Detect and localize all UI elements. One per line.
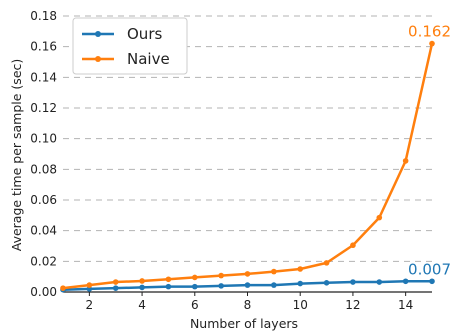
data-point-ours xyxy=(218,283,224,289)
legend: Ours Naive xyxy=(72,17,188,75)
data-point-naive xyxy=(165,276,172,283)
y-tick-label: 0.06 xyxy=(30,193,57,207)
data-point-naive xyxy=(376,214,383,221)
data-point-ours xyxy=(350,279,356,285)
data-point-ours xyxy=(429,278,435,285)
x-tick-label: 10 xyxy=(293,298,308,312)
data-point-ours xyxy=(297,280,304,287)
end-labels: 0.007 0.162 xyxy=(408,23,451,279)
y-axis-label: Average time per sample (sec) xyxy=(9,59,24,252)
data-point-naive xyxy=(218,272,224,279)
series-ours xyxy=(60,278,435,293)
series-naive xyxy=(60,40,435,291)
data-point-ours xyxy=(112,285,119,291)
y-tick-label: 0.08 xyxy=(30,162,57,176)
data-point-ours xyxy=(323,280,330,286)
data-point-ours xyxy=(165,283,172,290)
x-tick-label: 6 xyxy=(191,298,199,312)
data-point-ours xyxy=(139,284,145,291)
data-point-naive xyxy=(350,242,356,249)
axes xyxy=(63,291,432,296)
x-tick-label: 8 xyxy=(244,298,252,312)
data-point-naive xyxy=(60,285,66,291)
legend-label-naive: Naive xyxy=(127,50,170,68)
end-label-naive: 0.162 xyxy=(408,23,451,41)
legend-entry-naive: Naive xyxy=(82,50,170,68)
data-point-naive xyxy=(86,282,93,288)
y-tick-label: 0.02 xyxy=(30,254,57,268)
y-tick-label: 0.16 xyxy=(30,40,57,54)
x-tick-label: 4 xyxy=(138,298,146,312)
end-label-ours: 0.007 xyxy=(408,260,451,278)
data-point-naive xyxy=(429,40,435,47)
x-tick-label: 2 xyxy=(86,298,94,312)
data-point-naive xyxy=(244,271,251,277)
x-tick-label: 14 xyxy=(398,298,413,312)
y-tick-label: 0.10 xyxy=(30,132,57,146)
data-point-ours xyxy=(376,279,383,285)
series-lines xyxy=(60,40,435,293)
data-point-ours xyxy=(402,278,409,285)
y-tick-label: 0.00 xyxy=(30,285,57,299)
y-tick-label: 0.14 xyxy=(30,70,57,84)
y-tick-label: 0.18 xyxy=(30,9,57,23)
data-point-naive xyxy=(139,278,145,284)
data-point-naive xyxy=(271,268,277,275)
y-tick-label: 0.04 xyxy=(30,224,57,238)
series-line-naive xyxy=(61,42,434,290)
data-point-ours xyxy=(244,282,251,288)
data-point-naive xyxy=(402,158,409,164)
data-point-naive xyxy=(323,260,330,266)
data-point-naive xyxy=(112,279,119,285)
data-point-ours xyxy=(271,282,277,288)
x-axis-label: Number of layers xyxy=(190,316,298,331)
y-tick-label: 0.12 xyxy=(30,101,57,115)
x-tick-label: 12 xyxy=(345,298,360,312)
data-point-naive xyxy=(191,274,198,281)
data-point-naive xyxy=(297,266,304,272)
tick-labels: 0.00 0.02 0.04 0.06 0.08 0.10 0.12 0.14 0.16 0.18… xyxy=(30,9,413,312)
data-point-ours xyxy=(86,286,93,292)
legend-marker-naive xyxy=(95,56,101,62)
legend-entry-ours: Ours xyxy=(82,25,162,43)
legend-label-ours: Ours xyxy=(127,25,162,43)
data-point-ours xyxy=(191,283,198,290)
legend-marker-ours xyxy=(95,31,101,37)
